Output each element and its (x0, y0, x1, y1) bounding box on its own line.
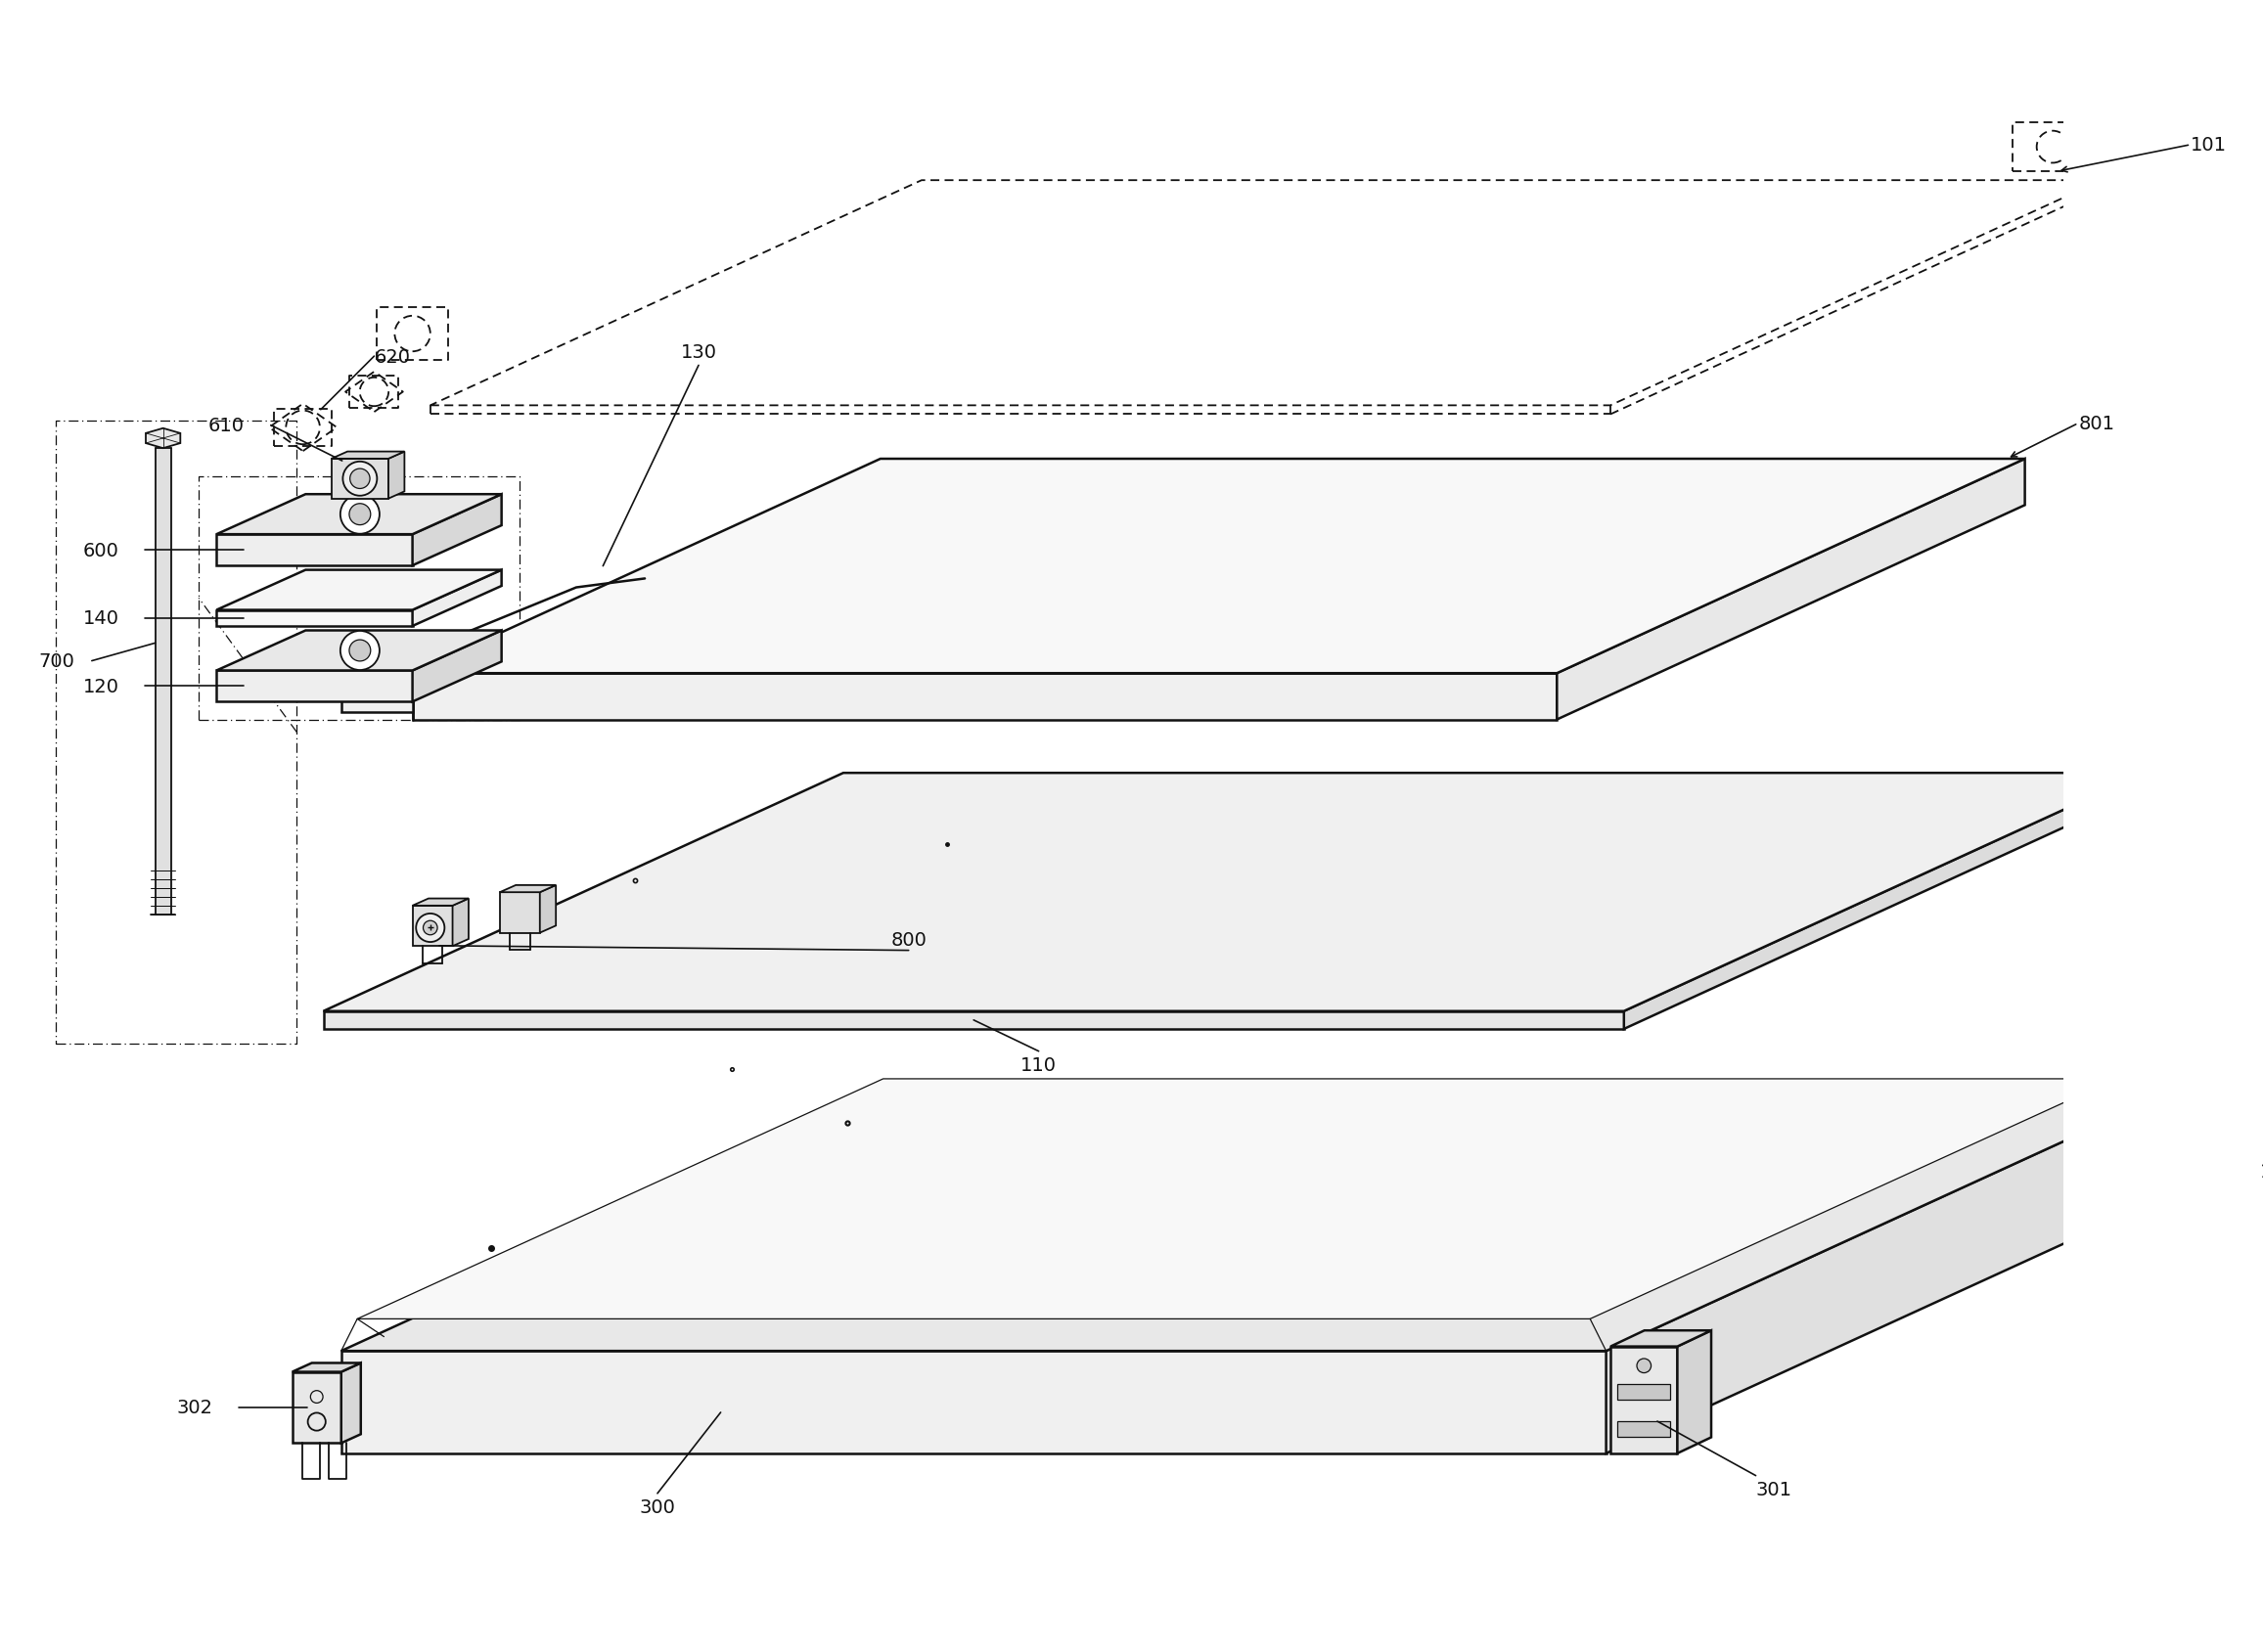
Polygon shape (330, 459, 389, 499)
Polygon shape (292, 1373, 342, 1444)
Polygon shape (412, 496, 502, 567)
Circle shape (394, 317, 430, 352)
Polygon shape (292, 1363, 360, 1373)
Polygon shape (412, 459, 2025, 674)
Polygon shape (217, 631, 502, 671)
Polygon shape (342, 1363, 360, 1444)
Polygon shape (500, 892, 541, 933)
Polygon shape (541, 885, 557, 933)
Circle shape (1636, 1358, 1652, 1373)
Polygon shape (342, 667, 441, 681)
Text: 120: 120 (84, 677, 120, 695)
Polygon shape (1557, 459, 2025, 720)
Polygon shape (430, 182, 2102, 406)
Text: 610: 610 (208, 416, 244, 434)
Text: 100: 100 (2261, 1163, 2263, 1181)
Polygon shape (1607, 1100, 2154, 1454)
Polygon shape (1677, 1330, 1711, 1454)
Polygon shape (412, 570, 502, 626)
Polygon shape (217, 535, 412, 567)
Circle shape (423, 922, 437, 935)
Polygon shape (342, 1351, 1607, 1454)
Polygon shape (412, 674, 1557, 720)
Polygon shape (217, 611, 412, 626)
Text: 700: 700 (38, 653, 75, 671)
Text: 600: 600 (84, 542, 120, 560)
Polygon shape (500, 885, 557, 892)
Polygon shape (389, 453, 405, 499)
Text: 101: 101 (2191, 135, 2227, 155)
Circle shape (2037, 132, 2068, 164)
Text: 300: 300 (640, 1498, 674, 1517)
Polygon shape (1611, 1346, 1677, 1454)
Polygon shape (412, 905, 453, 947)
Circle shape (416, 914, 444, 942)
Text: 620: 620 (373, 347, 410, 367)
Circle shape (349, 641, 371, 662)
Text: 110: 110 (1021, 1056, 1057, 1074)
Polygon shape (217, 496, 502, 535)
Text: 800: 800 (892, 930, 926, 950)
Text: 130: 130 (681, 344, 717, 362)
Polygon shape (217, 570, 502, 611)
Polygon shape (324, 1011, 1625, 1029)
Polygon shape (453, 899, 468, 947)
Circle shape (339, 631, 380, 671)
Circle shape (342, 463, 378, 496)
Polygon shape (1611, 1330, 1711, 1346)
Circle shape (339, 496, 380, 535)
Polygon shape (217, 671, 412, 702)
Polygon shape (342, 1100, 2154, 1351)
Polygon shape (1618, 1384, 1670, 1399)
Polygon shape (412, 899, 468, 905)
Text: 801: 801 (2077, 415, 2114, 433)
Polygon shape (412, 631, 502, 702)
Text: 140: 140 (84, 610, 120, 628)
Polygon shape (358, 1079, 2116, 1318)
Polygon shape (1618, 1421, 1670, 1437)
Text: 302: 302 (177, 1398, 213, 1417)
Polygon shape (145, 430, 181, 449)
Polygon shape (342, 681, 412, 714)
Circle shape (351, 469, 369, 489)
Polygon shape (324, 773, 2143, 1011)
Polygon shape (330, 453, 405, 459)
Text: 301: 301 (1756, 1480, 1792, 1498)
Circle shape (349, 504, 371, 525)
Polygon shape (1625, 773, 2143, 1029)
